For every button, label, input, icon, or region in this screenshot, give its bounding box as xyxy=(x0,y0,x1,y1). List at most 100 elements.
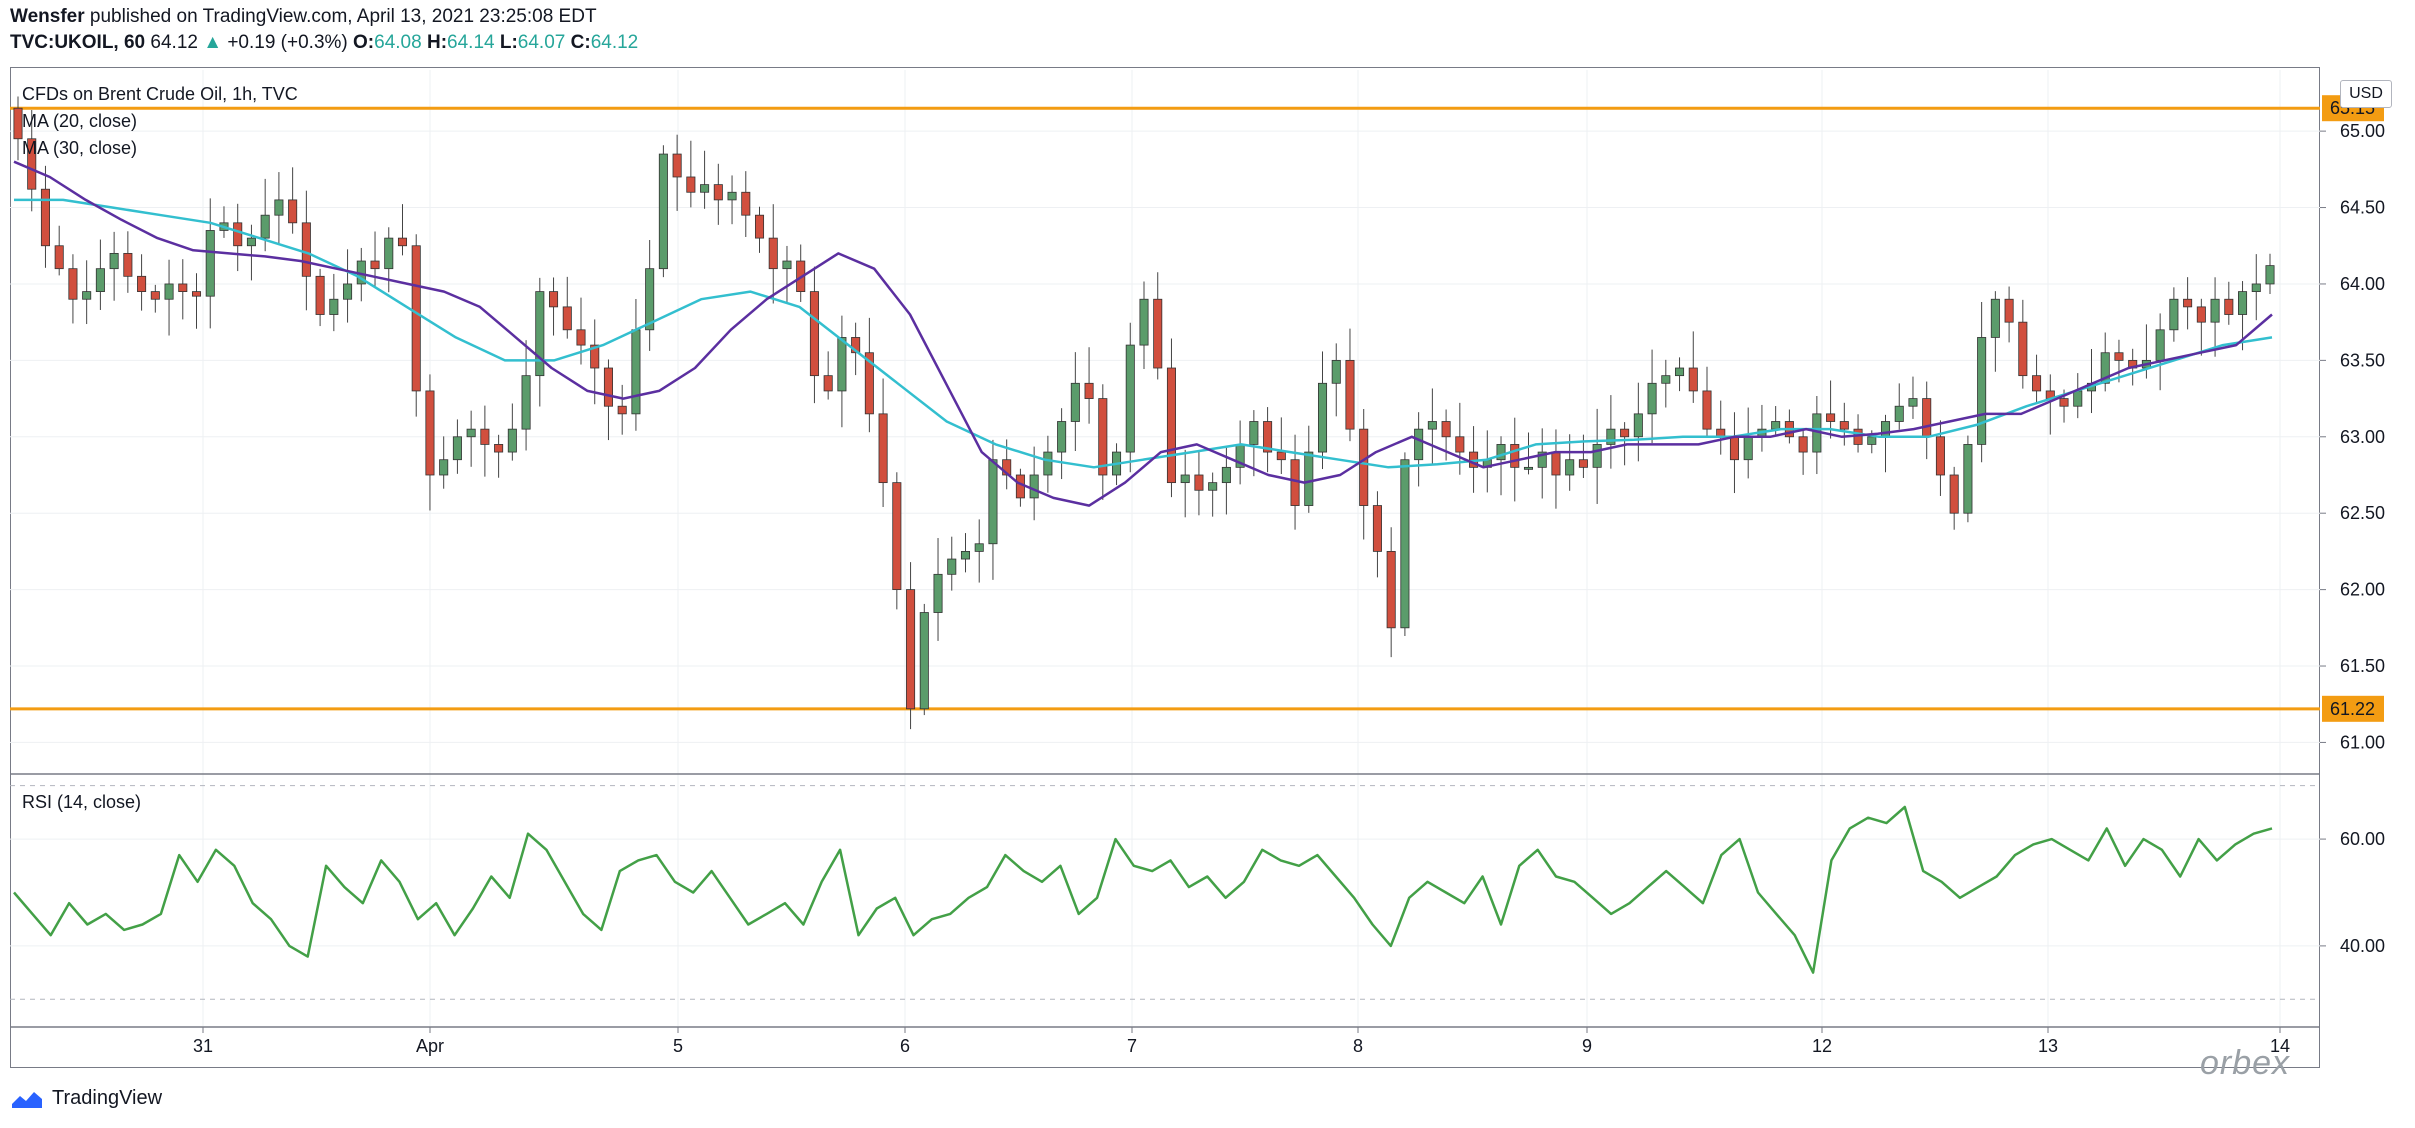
candle-body xyxy=(54,245,64,270)
candle-body xyxy=(1015,474,1025,499)
price-tick-label: 64.00 xyxy=(2340,274,2385,294)
candle-body xyxy=(480,428,490,445)
price-tick-label: 61.50 xyxy=(2340,656,2385,676)
candle-body xyxy=(343,283,353,300)
candle-body xyxy=(1908,398,1918,407)
candle-body xyxy=(137,275,147,292)
candle-body xyxy=(1208,482,1218,491)
candle-body xyxy=(2265,265,2275,285)
candle-body xyxy=(645,268,655,331)
candle-body xyxy=(27,138,37,190)
ma30-line xyxy=(14,198,2273,469)
candle-body xyxy=(1070,382,1080,422)
candle-body xyxy=(2155,329,2165,361)
candle-body xyxy=(562,306,572,331)
candle-body xyxy=(727,191,737,201)
candle-body xyxy=(878,413,888,484)
tradingview-brand: TradingView xyxy=(52,1087,163,1109)
candle-body xyxy=(150,291,160,300)
candle-body xyxy=(2169,298,2179,331)
candle-body xyxy=(2210,298,2220,323)
candle-body xyxy=(2018,321,2028,377)
candle-body xyxy=(1359,428,1369,506)
candle-body xyxy=(713,184,723,201)
candle-body xyxy=(1331,359,1341,384)
candle-body xyxy=(700,184,710,193)
candle-body xyxy=(164,283,174,300)
candle-body xyxy=(1578,459,1588,468)
rsi-line xyxy=(13,805,2273,974)
candle-body xyxy=(1029,474,1039,499)
ma20-line xyxy=(13,160,2273,507)
author-name[interactable]: Wensfer xyxy=(10,6,85,27)
close-value: 64.12 xyxy=(590,32,639,53)
currency-badge[interactable]: USD xyxy=(2340,80,2392,108)
candle-body xyxy=(315,275,325,315)
orbex-watermark-text: orbex xyxy=(2200,1044,2291,1082)
time-tick-label: 6 xyxy=(900,1036,910,1056)
candle-body xyxy=(1496,444,1506,461)
symbol-label[interactable]: TVC:UKOIL, 60 xyxy=(10,32,146,53)
rsi-legend: RSI (14, close) xyxy=(22,792,141,812)
candle-body xyxy=(1922,398,1932,438)
candle-body xyxy=(1263,421,1273,453)
tradingview-logo[interactable]: TradingView xyxy=(10,1087,162,1110)
high-label: H: xyxy=(426,32,448,53)
orbex-watermark: orbex xyxy=(2200,1044,2290,1083)
candle-body xyxy=(1977,337,1987,445)
publish-info: Wensfer published on TradingView.com, Ap… xyxy=(10,6,597,28)
candle-body xyxy=(837,337,847,392)
candle-body xyxy=(40,188,50,247)
candle-body xyxy=(2238,291,2248,315)
candle-body xyxy=(1729,436,1739,461)
candle-body xyxy=(1386,551,1396,629)
candle-body xyxy=(521,375,531,430)
candle-body xyxy=(1043,451,1053,476)
candle-body xyxy=(782,260,792,270)
time-tick-label: 9 xyxy=(1582,1036,1592,1056)
time-tick-label: 31 xyxy=(193,1036,213,1056)
candle-body xyxy=(1345,359,1355,430)
candle-body xyxy=(13,107,23,140)
candle-body xyxy=(2114,352,2124,361)
candle-body xyxy=(1523,466,1534,470)
candle-body xyxy=(1661,375,1671,384)
candle-body xyxy=(1798,436,1808,453)
candle-body xyxy=(1675,367,1685,377)
candle-body xyxy=(1414,428,1424,461)
price-change: +0.19 (+0.3%) xyxy=(227,32,348,53)
candle-body xyxy=(1702,390,1712,430)
candle-body xyxy=(2251,283,2261,292)
candle-body xyxy=(1963,444,1973,514)
candle-body xyxy=(576,329,586,346)
candle-body xyxy=(919,612,929,710)
candle-body xyxy=(1510,444,1520,468)
candle-body xyxy=(1194,474,1204,491)
candle-body xyxy=(1565,459,1575,476)
candle-body xyxy=(109,252,119,270)
candle-body xyxy=(960,551,971,560)
candle-body xyxy=(1633,413,1643,438)
candle-body xyxy=(1688,367,1698,392)
candle-body xyxy=(768,237,778,270)
candle-body xyxy=(1084,382,1094,399)
candle-body xyxy=(549,291,559,308)
candle-body xyxy=(2100,352,2110,384)
candle-body xyxy=(1427,421,1437,430)
candle-body xyxy=(2196,306,2206,323)
candle-body xyxy=(754,214,765,239)
candle-body xyxy=(1125,344,1135,453)
candle-body xyxy=(507,428,517,453)
candle-body xyxy=(1276,451,1286,461)
candle-body xyxy=(1880,421,1891,438)
candle-body xyxy=(590,344,600,369)
time-tick-label: 12 xyxy=(1812,1036,1832,1056)
candle-body xyxy=(260,214,270,239)
price-tick-label: 63.50 xyxy=(2340,350,2385,370)
candle-body xyxy=(741,191,751,216)
candle-body xyxy=(205,230,215,297)
candle-body xyxy=(809,291,819,377)
candle-body xyxy=(672,153,682,178)
level-label: 61.22 xyxy=(2330,699,2375,719)
